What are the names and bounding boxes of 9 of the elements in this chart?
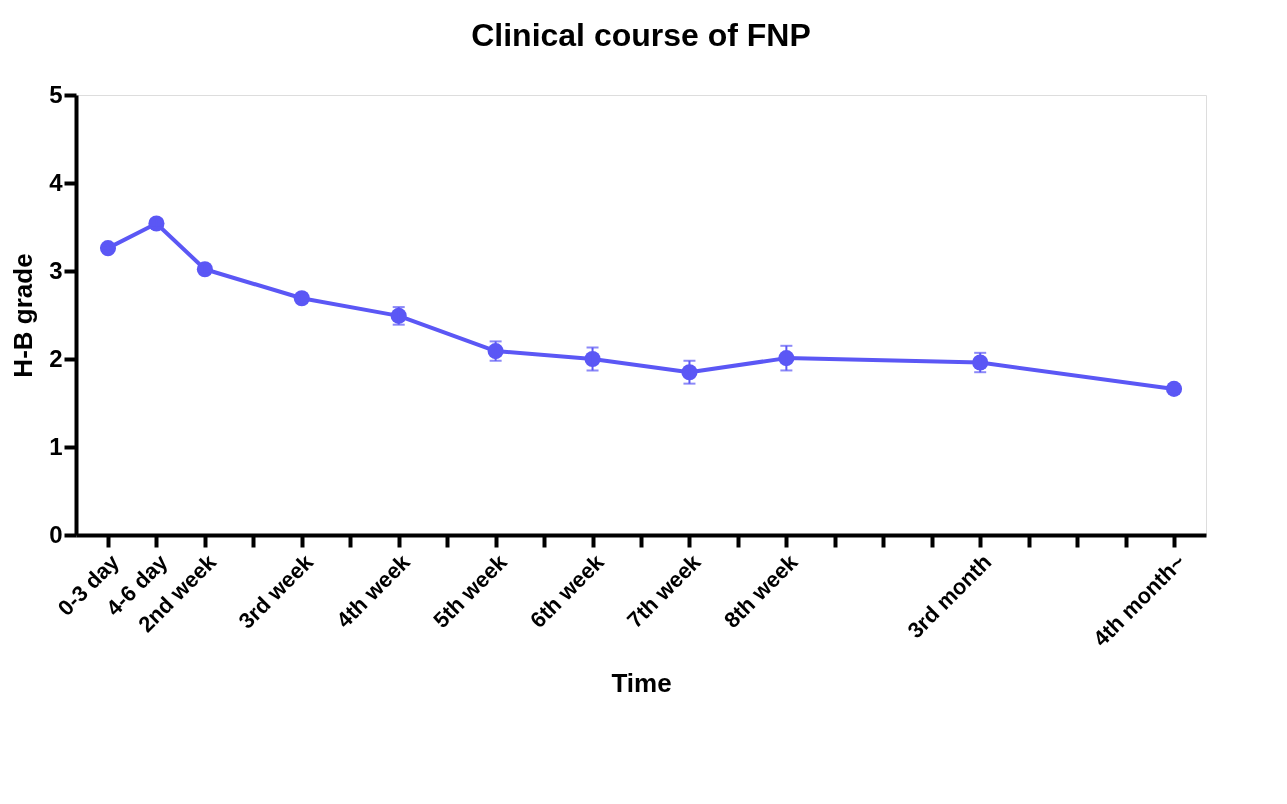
y-tick-label: 1: [49, 432, 63, 460]
y-axis-title: H-B grade: [8, 253, 39, 378]
y-tick-label: 2: [49, 344, 63, 372]
y-tick-label: 3: [49, 256, 63, 284]
x-axis-title: Time: [611, 667, 672, 698]
chart-title: Clinical course of FNP: [471, 17, 811, 53]
y-tick-label: 4: [49, 168, 64, 196]
y-tick-label: 5: [49, 80, 63, 108]
y-tick-label: 0: [49, 520, 63, 548]
